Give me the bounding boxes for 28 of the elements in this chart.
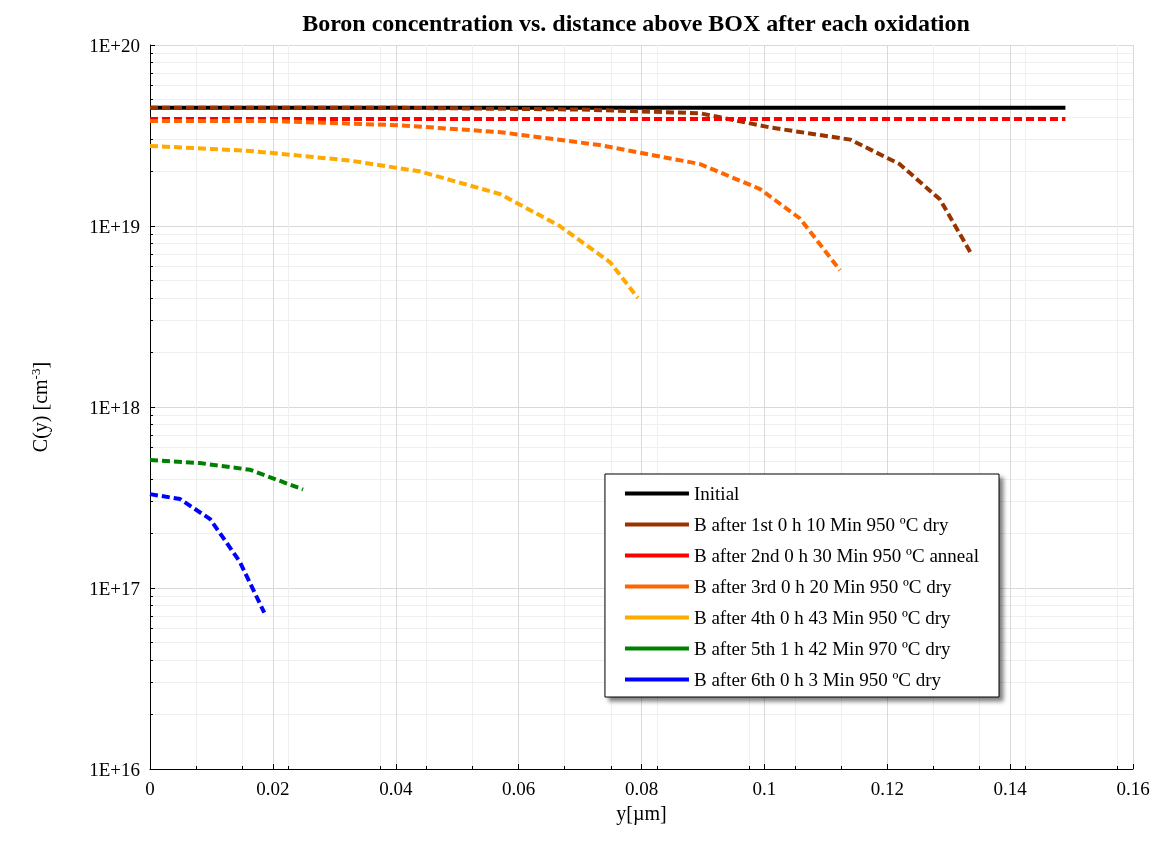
x-tick-label: 0.08 — [624, 778, 659, 799]
line-series — [148, 457, 305, 492]
y-tick-label: 1E+17 — [89, 577, 140, 599]
x-tick-label: 0.12 — [870, 778, 904, 799]
y-tick-label: 1E+19 — [89, 215, 140, 237]
x-tick-label: 0.14 — [993, 778, 1028, 799]
x-tick-label: 0 — [145, 778, 155, 799]
legend-label: Initial — [693, 483, 740, 504]
legend-label: B after 2nd 0 h 30 Min 950 ºC anneal — [693, 545, 980, 566]
legend-label: B after 5th 1 h 42 Min 970 ºC dry — [693, 638, 952, 659]
y-axis-title: C(y) [cm-3] — [28, 361, 52, 453]
y-tick-label: 1E+20 — [89, 34, 140, 56]
x-tick-label: 0.06 — [502, 778, 536, 799]
legend-label: B after 3rd 0 h 20 Min 950 ºC dry — [693, 576, 953, 597]
y-tick-label: 1E+18 — [89, 396, 140, 418]
x-tick-label: 0.16 — [1116, 778, 1150, 799]
x-axis-title: y[µm] — [616, 801, 667, 825]
legend-label: B after 6th 0 h 3 Min 950 ºC dry — [693, 669, 942, 690]
x-tick-label: 0.04 — [379, 778, 413, 799]
line-series — [148, 492, 267, 615]
legend-label: B after 4th 0 h 43 Min 950 ºC dry — [693, 607, 952, 628]
line-series — [148, 119, 842, 273]
legend-label: B after 1st 0 h 10 Min 950 ºC dry — [693, 514, 949, 535]
x-tick-label: 0.1 — [752, 778, 777, 799]
x-tick-label: 0.02 — [256, 778, 290, 799]
chart-title: Boron concentration vs. distance above BOX after each oxidation — [302, 10, 970, 36]
y-tick-label: 1E+16 — [89, 758, 140, 780]
line-series — [148, 143, 640, 301]
